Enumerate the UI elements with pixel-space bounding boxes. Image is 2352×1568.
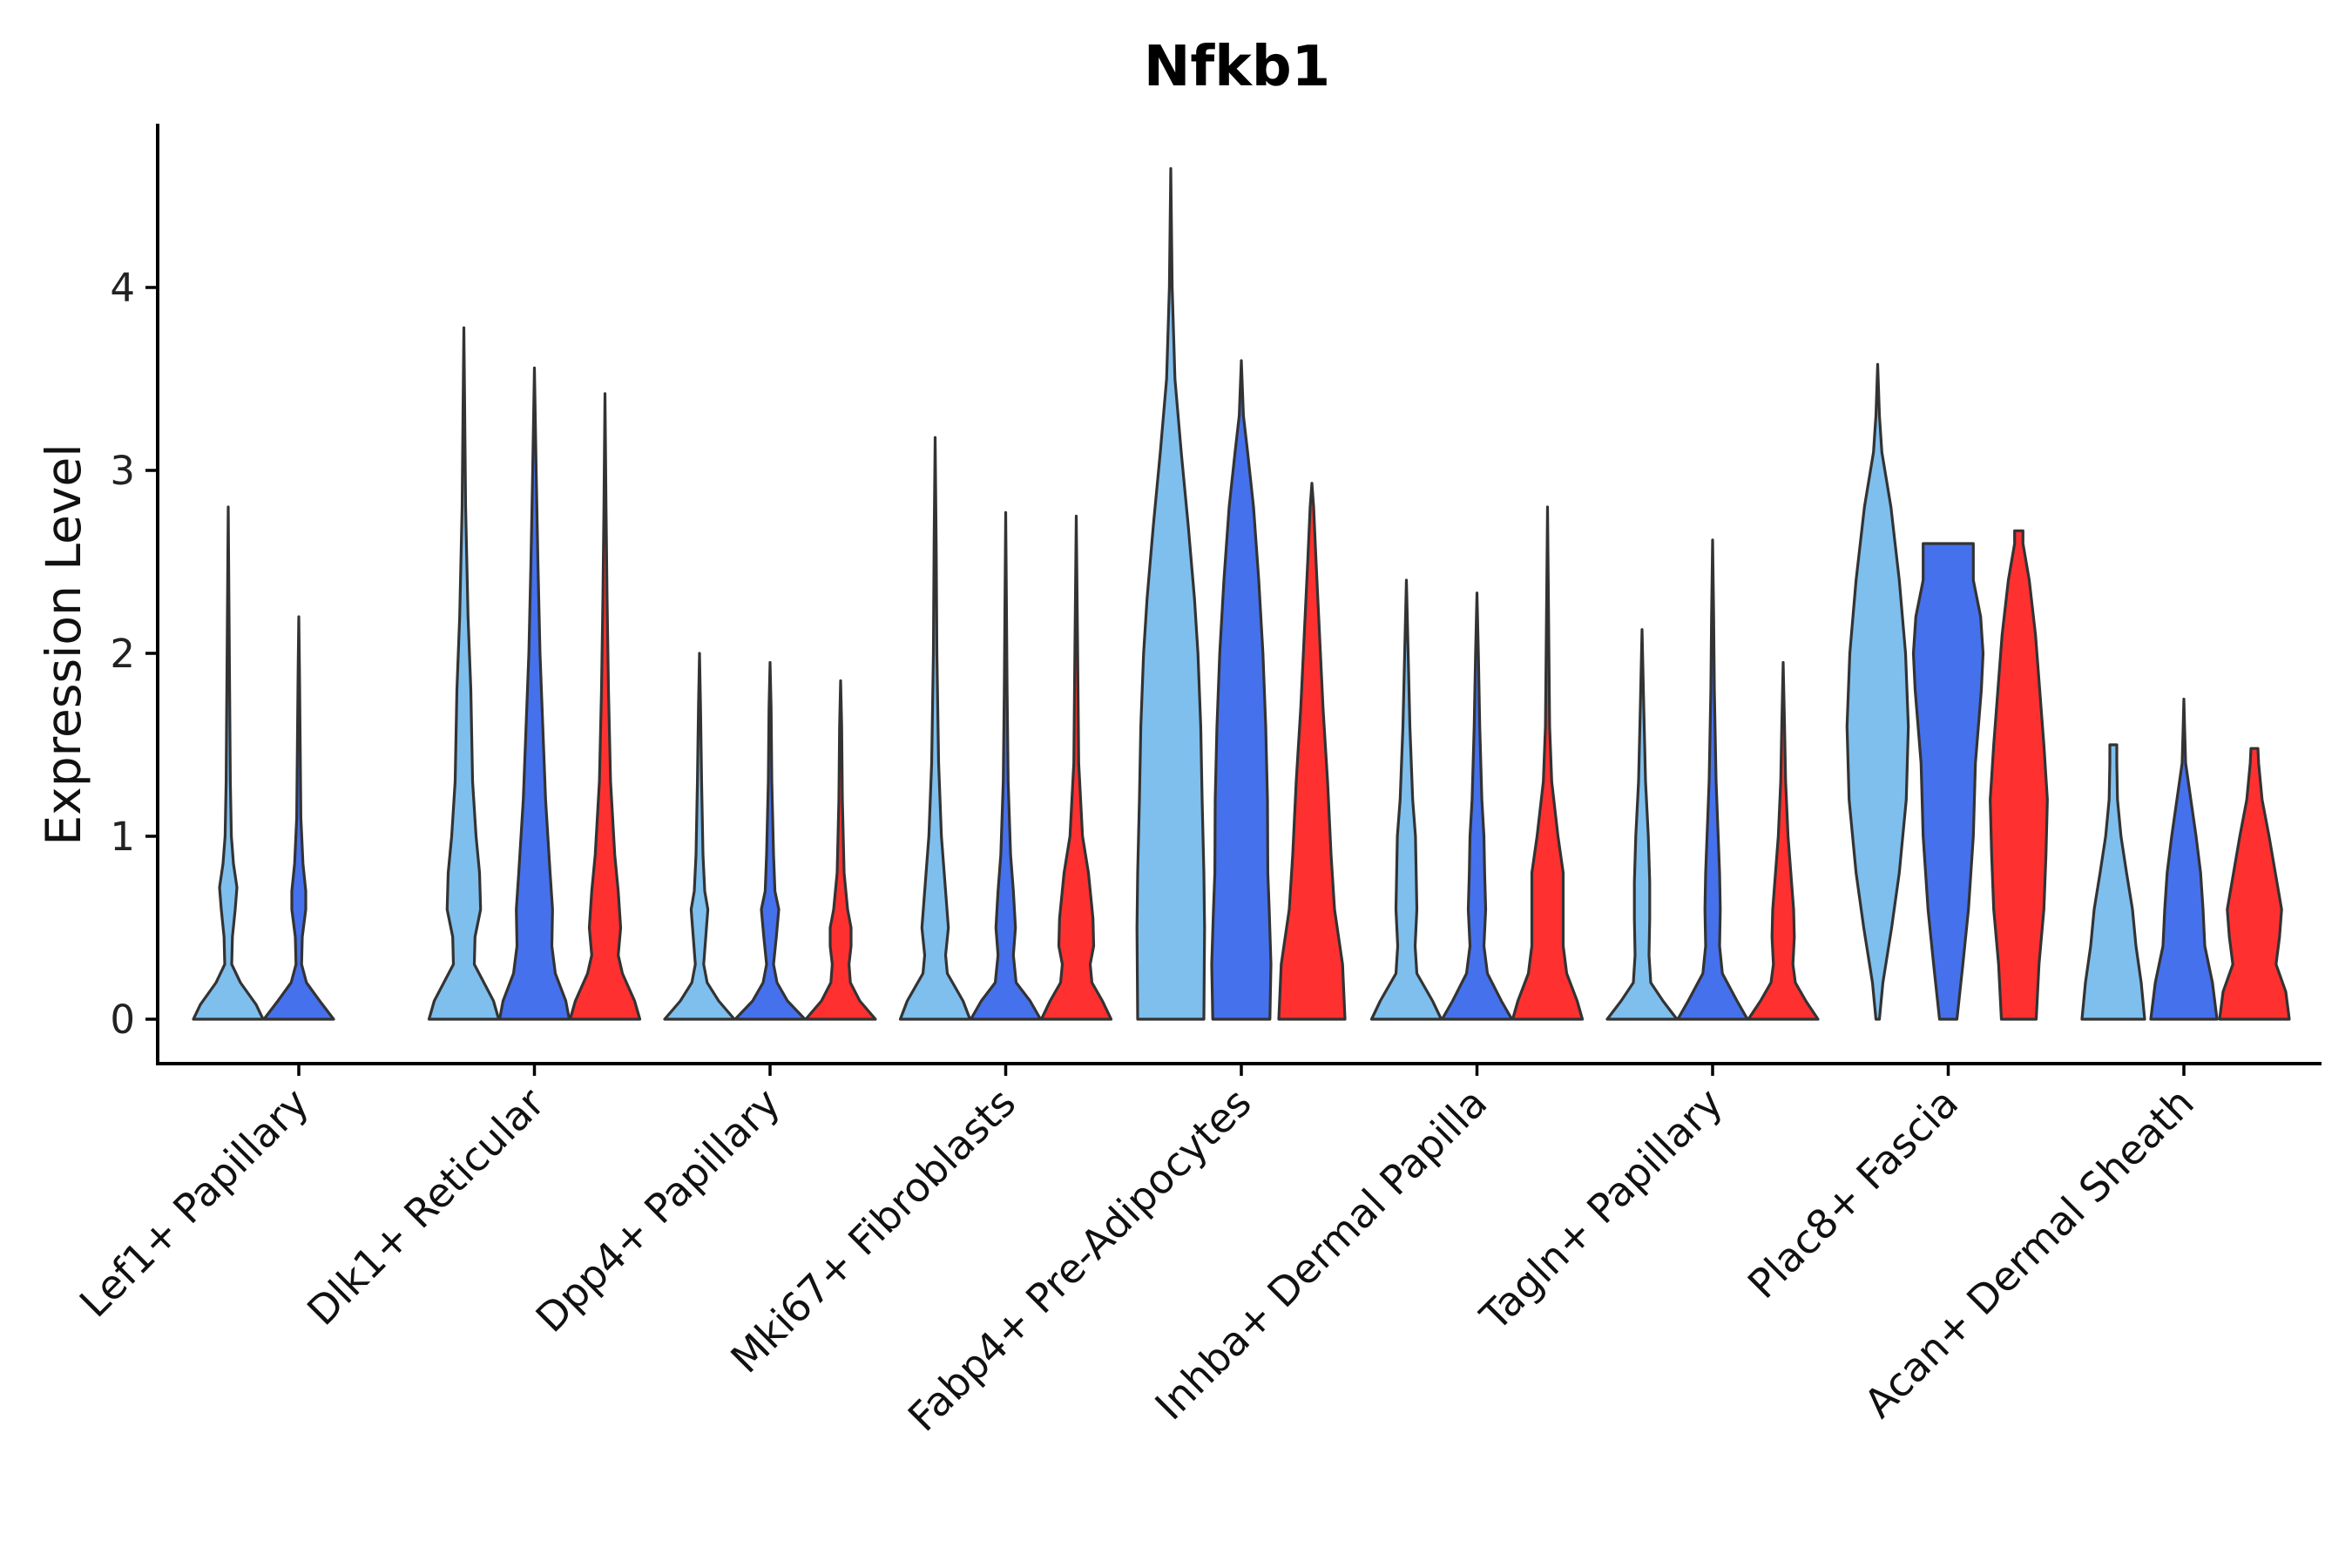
violin [2080, 743, 2146, 1021]
violin [497, 366, 571, 1021]
violin [1369, 578, 1443, 1021]
y-axis-ticks: 0 1 2 3 4 [110, 265, 158, 1043]
violin [733, 660, 807, 1021]
violin [427, 326, 501, 1021]
violin [969, 510, 1043, 1021]
violin [1210, 359, 1273, 1021]
x-category-label: Plac8+ Fascia [1739, 1079, 1967, 1308]
violin [898, 436, 972, 1021]
violin [1676, 538, 1749, 1021]
x-category-label: Tagln+ Papillary [1470, 1079, 1732, 1341]
violin-group [192, 166, 2291, 1021]
violin [192, 505, 265, 1021]
violin [2149, 697, 2219, 1021]
violin [2218, 747, 2291, 1021]
violin [1440, 591, 1514, 1021]
y-tick-label: 3 [110, 448, 135, 494]
violin [1605, 628, 1679, 1021]
violin [1511, 505, 1585, 1021]
violin [1911, 542, 1985, 1021]
violin [1135, 166, 1206, 1021]
violin [804, 679, 877, 1021]
chart-title: Nfkb1 [1144, 35, 1330, 99]
y-axis-title: Expression Level [36, 443, 91, 845]
y-tick-label: 2 [110, 631, 135, 677]
y-tick-label: 4 [110, 265, 135, 311]
x-category-label: Lef1+ Papillary [71, 1079, 318, 1327]
y-tick-label: 0 [110, 997, 135, 1043]
y-tick-label: 1 [110, 814, 135, 860]
violin [1989, 529, 2049, 1021]
violin [1277, 482, 1347, 1021]
violin [568, 392, 642, 1021]
violin [1039, 514, 1113, 1021]
x-category-label: Dpp4+ Papillary [527, 1079, 789, 1342]
violin [1845, 362, 1910, 1021]
violin [1747, 660, 1820, 1021]
x-category-label: Dlk1+ Reticular [298, 1079, 553, 1335]
violin [663, 652, 736, 1021]
violin [262, 615, 335, 1021]
